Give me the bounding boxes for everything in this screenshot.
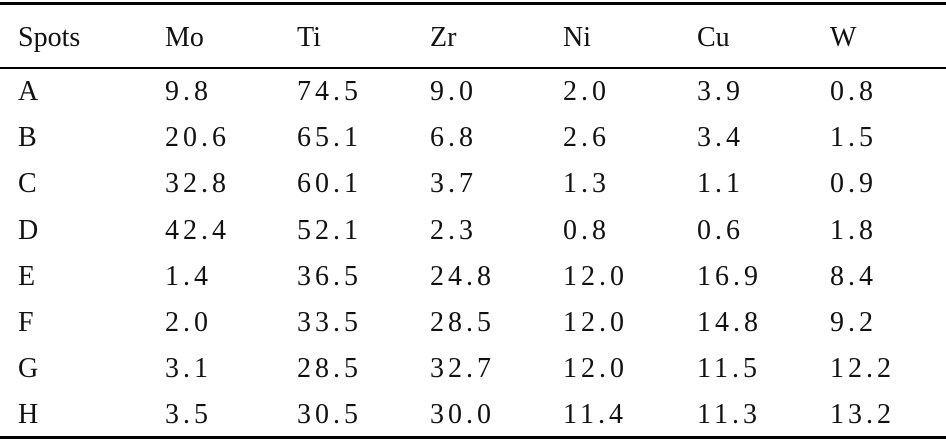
- header-cell: Spots: [18, 22, 81, 53]
- data-cell: 1.4: [165, 260, 212, 292]
- data-cell: 3.5: [165, 399, 212, 431]
- row-label: F: [18, 307, 34, 338]
- data-cell: 24.8: [430, 260, 495, 292]
- row-label: B: [18, 122, 37, 154]
- data-cell: 74.5: [297, 76, 362, 107]
- data-cell: 0.8: [563, 214, 610, 246]
- header-cell: W: [830, 22, 857, 53]
- data-cell: 1.3: [563, 168, 610, 200]
- data-cell: 32.7: [430, 353, 495, 385]
- header-cell: Zr: [430, 22, 457, 53]
- data-cell: 28.5: [430, 307, 495, 338]
- data-cell: 65.1: [297, 122, 362, 154]
- data-cell: 12.0: [563, 353, 628, 385]
- data-cell: 12.0: [563, 260, 628, 292]
- data-cell: 36.5: [297, 260, 362, 292]
- data-cell: 3.1: [165, 353, 212, 385]
- row-label: E: [18, 260, 36, 292]
- data-cell: 0.8: [830, 76, 877, 107]
- data-cell: 6.8: [430, 122, 477, 154]
- data-cell: 8.4: [830, 260, 877, 292]
- data-cell: 2.3: [430, 214, 477, 246]
- data-cell: 11.3: [697, 399, 761, 431]
- header-cell: Cu: [697, 22, 730, 53]
- data-cell: 12.0: [563, 307, 628, 338]
- data-cell: 2.6: [563, 122, 610, 154]
- data-cell: 11.4: [563, 399, 627, 431]
- data-cell: 9.0: [430, 76, 477, 107]
- data-cell: 13.2: [830, 399, 895, 431]
- data-cell: 60.1: [297, 168, 362, 200]
- data-cell: 3.4: [697, 122, 744, 154]
- data-cell: 42.4: [165, 214, 230, 246]
- header-cell: Ti: [297, 22, 321, 53]
- data-cell: 11.5: [697, 353, 761, 385]
- data-cell: 33.5: [297, 307, 362, 338]
- data-cell: 20.6: [165, 122, 230, 154]
- row-label: D: [18, 214, 39, 246]
- data-cell: 1.1: [697, 168, 744, 200]
- data-cell: 16.9: [697, 260, 762, 292]
- row-label: H: [18, 399, 39, 431]
- row-label: A: [18, 76, 39, 107]
- data-cell: 3.7: [430, 168, 477, 200]
- header-rule: [0, 67, 946, 69]
- data-cell: 30.0: [430, 399, 495, 431]
- header-cell: Ni: [563, 22, 591, 53]
- data-cell: 1.8: [830, 214, 877, 246]
- bottom-rule: [0, 436, 946, 439]
- header-cell: Mo: [165, 22, 204, 53]
- data-cell: 9.2: [830, 307, 877, 338]
- data-cell: 3.9: [697, 76, 744, 107]
- row-label: G: [18, 353, 39, 385]
- data-cell: 52.1: [297, 214, 362, 246]
- data-cell: 9.8: [165, 76, 212, 107]
- top-rule: [0, 2, 946, 5]
- data-cell: 2.0: [563, 76, 610, 107]
- data-cell: 12.2: [830, 353, 895, 385]
- data-cell: 1.5: [830, 122, 877, 154]
- data-cell: 28.5: [297, 353, 362, 385]
- row-label: C: [18, 168, 37, 200]
- data-cell: 0.6: [697, 214, 744, 246]
- data-cell: 30.5: [297, 399, 362, 431]
- data-cell: 32.8: [165, 168, 230, 200]
- data-cell: 14.8: [697, 307, 762, 338]
- data-cell: 0.9: [830, 168, 877, 200]
- data-cell: 2.0: [165, 307, 212, 338]
